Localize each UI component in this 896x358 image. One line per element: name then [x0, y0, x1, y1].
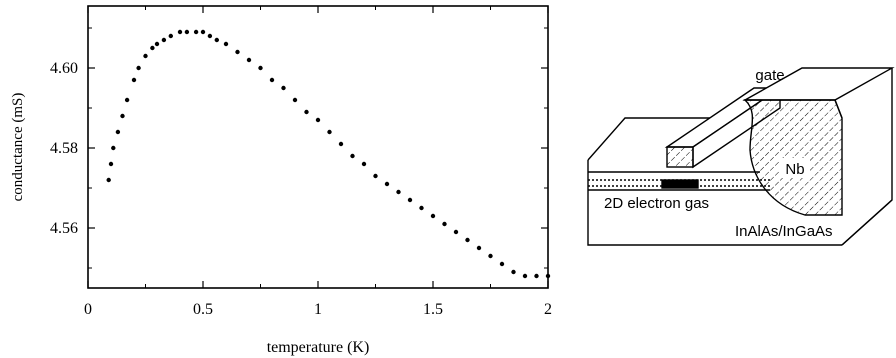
x-tick-label: 1 [314, 301, 322, 318]
axis-ticks [87, 6, 549, 288]
data-point [223, 41, 229, 47]
data-point [184, 29, 190, 35]
data-point [476, 245, 482, 251]
nb-right [841, 68, 893, 246]
data-point [115, 129, 121, 135]
data-point [407, 197, 413, 203]
data-point [281, 85, 286, 91]
y-tick-label: 4.60 [50, 60, 78, 77]
data-point [511, 269, 516, 275]
data-point [373, 173, 378, 179]
x-tick-labels: 0 0.5 1 1.5 2 [84, 301, 552, 318]
data-point [269, 77, 275, 83]
electron-gas-channel [661, 179, 699, 189]
substrate-label: InAlAs/InGaAs [735, 223, 833, 240]
data-series [106, 29, 551, 279]
y-tick-label: 4.56 [50, 220, 78, 237]
electron-gas-label: 2D electron gas [604, 195, 709, 212]
data-point [200, 29, 206, 35]
data-point [124, 97, 130, 103]
y-axis-label: conductance (mS) [10, 93, 26, 202]
data-point [136, 65, 141, 71]
y-tick-labels: 4.56 4.58 4.60 [50, 60, 78, 237]
data-point [534, 273, 539, 279]
data-point [108, 161, 114, 167]
y-tick-label: 4.58 [50, 140, 78, 157]
data-point [258, 65, 263, 71]
data-point [120, 113, 125, 119]
gate-label: gate [755, 67, 784, 84]
data-point [154, 41, 160, 47]
data-point [338, 141, 344, 147]
device-diagram [587, 67, 895, 246]
nb-label: Nb [785, 161, 804, 178]
data-point [327, 129, 332, 135]
x-tick-label: 0 [84, 301, 92, 318]
data-point [442, 221, 447, 227]
nb-label-bg [780, 158, 810, 178]
x-axis-label: temperature (K) [267, 339, 370, 356]
nb-front-line [834, 99, 843, 119]
diagram-labels: Nb gate 2D electron gas InAlAs/InGaAs [604, 67, 833, 240]
x-tick-label: 1.5 [423, 301, 443, 318]
data-point [292, 97, 298, 103]
gate-front [666, 146, 694, 168]
data-point [396, 189, 401, 195]
data-point [350, 153, 355, 159]
data-point [465, 237, 470, 243]
chart: 0 0.5 1 1.5 2 4.56 4.58 4.60 temperature (K) c… [10, 5, 552, 356]
data-point [453, 229, 459, 235]
plot-frame [87, 5, 549, 289]
data-point [246, 57, 252, 63]
data-point [207, 33, 213, 39]
substrate-front [587, 160, 842, 246]
data-point [315, 117, 321, 123]
data-point [361, 161, 367, 167]
data-point [522, 273, 528, 279]
data-point [106, 177, 111, 183]
data-point [111, 145, 116, 151]
data-point [143, 53, 148, 59]
data-point [168, 33, 173, 39]
data-point [304, 109, 309, 115]
data-point [150, 45, 155, 51]
nb-cross-section [743, 99, 843, 216]
x-tick-label: 2 [544, 301, 552, 318]
data-point [131, 77, 137, 83]
data-point [430, 213, 436, 219]
data-point [499, 261, 505, 267]
data-point [419, 205, 424, 211]
x-tick-label: 0.5 [193, 301, 213, 318]
data-point [488, 253, 493, 259]
data-point [384, 181, 390, 187]
data-point [193, 29, 199, 35]
data-point [235, 49, 240, 55]
data-point [177, 29, 183, 35]
data-point [214, 37, 219, 43]
data-point [161, 37, 167, 43]
data-point [545, 273, 551, 279]
